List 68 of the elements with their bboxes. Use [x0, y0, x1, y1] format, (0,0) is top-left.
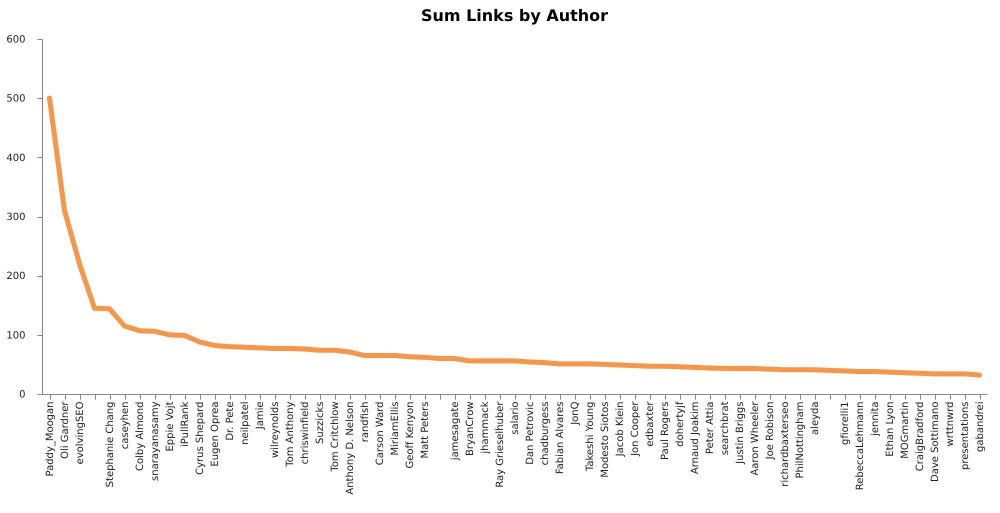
x-tick-label: Matt Peters — [420, 402, 431, 458]
x-tick-label: MOGmartin — [900, 402, 911, 459]
x-tick-label: Colby Almond — [135, 402, 146, 471]
x-tick-label: randfish — [360, 402, 371, 442]
x-tick-label: Jon Cooper — [630, 400, 641, 457]
x-tick-label: Dave Sottimano — [930, 402, 941, 482]
x-tick-label: evolvingSEO — [75, 401, 86, 464]
x-tick-label: Ethan Lyon — [885, 402, 896, 457]
x-tick-label: presentations — [960, 402, 971, 470]
x-tick-label: Takeshi Young — [585, 402, 596, 472]
y-tick-label: 600 — [6, 34, 26, 46]
x-tick-label: Aaron Wheeler — [750, 400, 761, 476]
y-tick-label: 0 — [19, 390, 26, 400]
x-tick-label: Fabian Alvares — [555, 402, 566, 474]
x-tick-label: caseyhen — [120, 402, 131, 450]
x-tick-label: JonQ — [570, 401, 581, 426]
x-tick-label: Oli Gardner — [60, 400, 71, 459]
x-tick-label: Jacob Klein — [615, 402, 626, 458]
x-tick-label: Dan Petrovic — [525, 402, 536, 465]
x-tick-label: BryanCrow — [465, 402, 476, 456]
x-tick-label: Eppie Vojt — [165, 401, 176, 452]
x-tick-label: edbaxter — [645, 400, 656, 447]
x-tick-label: Suzzicks — [315, 402, 326, 444]
x-tick-label: jamesagate — [450, 402, 461, 462]
x-tick-label: Tom Anthony — [285, 401, 296, 468]
x-tick-label: chadburgess — [540, 402, 551, 466]
x-tick-label: wrttnwrd — [945, 402, 956, 446]
x-tick-label: PhilNottingham — [795, 402, 806, 479]
x-tick-label: Eugen Oprea — [210, 402, 221, 467]
y-tick-label: 100 — [6, 330, 26, 342]
x-tick-label: gfiorelli1 — [840, 402, 851, 446]
x-tick-label: Peter Attia — [705, 402, 716, 454]
x-tick-label: neilpatel — [240, 402, 251, 445]
x-tick-label: Anthony D. Nelson — [345, 402, 356, 495]
x-tick-label: Jamie — [255, 402, 266, 430]
x-tick-label: Cyrus Shepard — [195, 402, 206, 475]
x-tick-label: MiriamEllis — [390, 402, 401, 456]
y-tick-label: 200 — [6, 271, 26, 282]
y-tick-label: 400 — [6, 152, 26, 164]
x-tick-label: Paul Rogers — [660, 402, 671, 460]
x-tick-label: salario — [510, 402, 521, 435]
x-tick-label: Modesto Siotos — [600, 402, 611, 478]
chart-title: Sum Links by Author — [420, 6, 608, 25]
x-tick-label: searchbrat — [720, 401, 731, 456]
x-tick-label: Joe Robison — [765, 402, 776, 460]
x-tick-label: Carson Ward — [375, 402, 386, 466]
y-tick-label: 300 — [6, 212, 26, 223]
x-tick-label: Dr. Pete — [225, 402, 236, 441]
x-tick-label: gabandrei — [975, 402, 986, 452]
x-tick-label: Geoff Kenyon — [405, 402, 416, 469]
x-tick-label: jennita — [870, 402, 881, 437]
x-tick-label: Ray Grieselhuber — [495, 400, 506, 488]
x-tick-label: RebeccaLehmann — [855, 402, 866, 490]
x-tick-label: Tom Critchlow — [330, 402, 341, 473]
x-tick-label: aleyda — [810, 402, 821, 435]
x-tick-label: CraigBradford — [915, 402, 926, 472]
x-tick-label: Justin Briggs — [735, 402, 746, 465]
x-tick-label: Arnaud Joakim — [690, 402, 701, 474]
x-tick-label: richardbaxterseo — [780, 402, 791, 487]
x-tick-label: Stephanie Chang — [105, 402, 116, 488]
x-tick-label: iPullRank — [180, 401, 191, 448]
y-tick-label: 500 — [6, 94, 26, 105]
x-tick-label: Paddy_Moogan — [45, 402, 56, 476]
x-tick-label: jhammack — [480, 401, 491, 455]
x-tick-label: dohertyjf — [675, 401, 686, 447]
x-tick-label: chriswinfield — [300, 402, 311, 464]
x-tick-label: wilreynolds — [270, 402, 281, 458]
x-tick-label: snarayanasamy — [150, 401, 161, 481]
